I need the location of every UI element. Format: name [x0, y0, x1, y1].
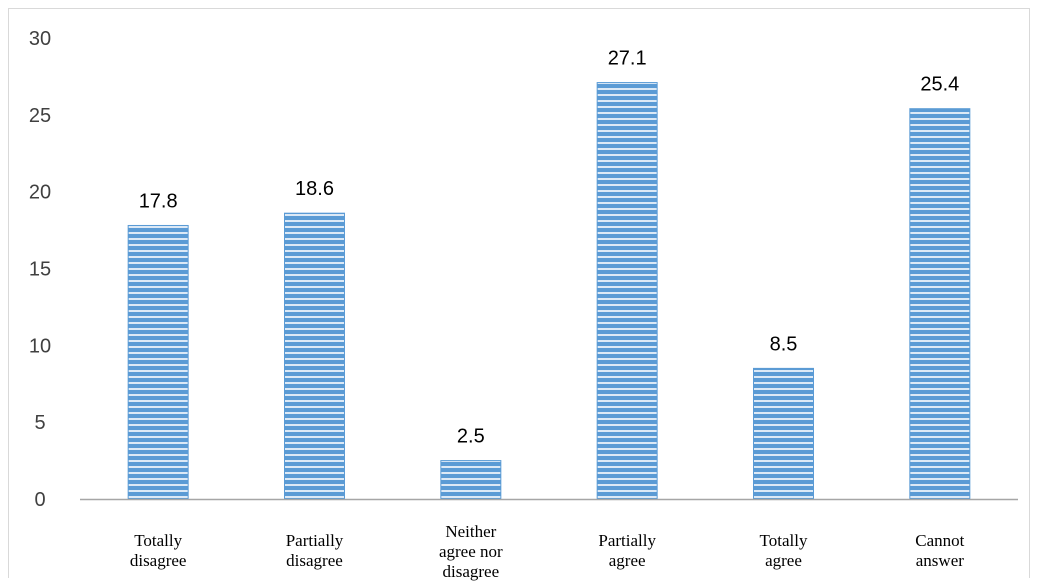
x-category-label: Partially agree: [598, 531, 656, 570]
x-category-label-line: disagree: [130, 551, 187, 570]
bar: [596, 82, 658, 500]
x-category-label-line: agree: [609, 551, 646, 570]
x-category-label-line: agree nor: [439, 542, 503, 561]
x-category-label-line: Totally: [134, 531, 182, 550]
chart-frame: [8, 8, 1030, 578]
x-category-label-line: Neither: [445, 522, 496, 541]
x-category-label: Totally disagree: [130, 531, 187, 570]
x-category-label-line: Partially: [598, 531, 656, 550]
x-category-label: Neither agree nor disagree: [439, 522, 503, 581]
x-category-label-line: answer: [916, 551, 964, 570]
y-tick-label: 0: [34, 489, 45, 511]
bar: [127, 224, 189, 500]
x-category-label: Totally agree: [760, 531, 808, 570]
x-category-label: Cannot answer: [915, 531, 964, 570]
y-tick-label: 10: [29, 335, 51, 357]
data-label: 17.8: [139, 190, 178, 212]
bar: [909, 108, 971, 500]
x-category-label-line: agree: [765, 551, 802, 570]
bar: [284, 212, 345, 500]
data-label: 8.5: [770, 333, 798, 355]
y-tick-label: 15: [29, 259, 51, 281]
data-label: 18.6: [295, 178, 334, 200]
x-category-label-line: Partially: [286, 531, 344, 550]
data-label: 27.1: [608, 48, 647, 70]
x-category-label: Partially disagree: [286, 531, 344, 570]
x-category-label-line: disagree: [286, 551, 343, 570]
y-tick-label: 30: [29, 28, 51, 50]
bars: [127, 82, 971, 500]
y-axis: 0 5 10 15 20 25 30: [29, 28, 51, 511]
y-tick-label: 5: [34, 412, 45, 434]
y-tick-label: 25: [29, 105, 51, 127]
bar: [753, 367, 814, 500]
y-tick-label: 20: [29, 182, 51, 204]
x-category-label-line: Cannot: [915, 531, 964, 550]
x-category-label-line: disagree: [443, 562, 500, 581]
data-label: 25.4: [920, 74, 959, 96]
x-category-label-line: Totally: [760, 531, 808, 550]
data-label: 2.5: [457, 426, 485, 448]
data-labels: 17.8 18.6 2.5 27.1 8.5 25.4: [139, 48, 960, 448]
bar: [440, 460, 502, 500]
